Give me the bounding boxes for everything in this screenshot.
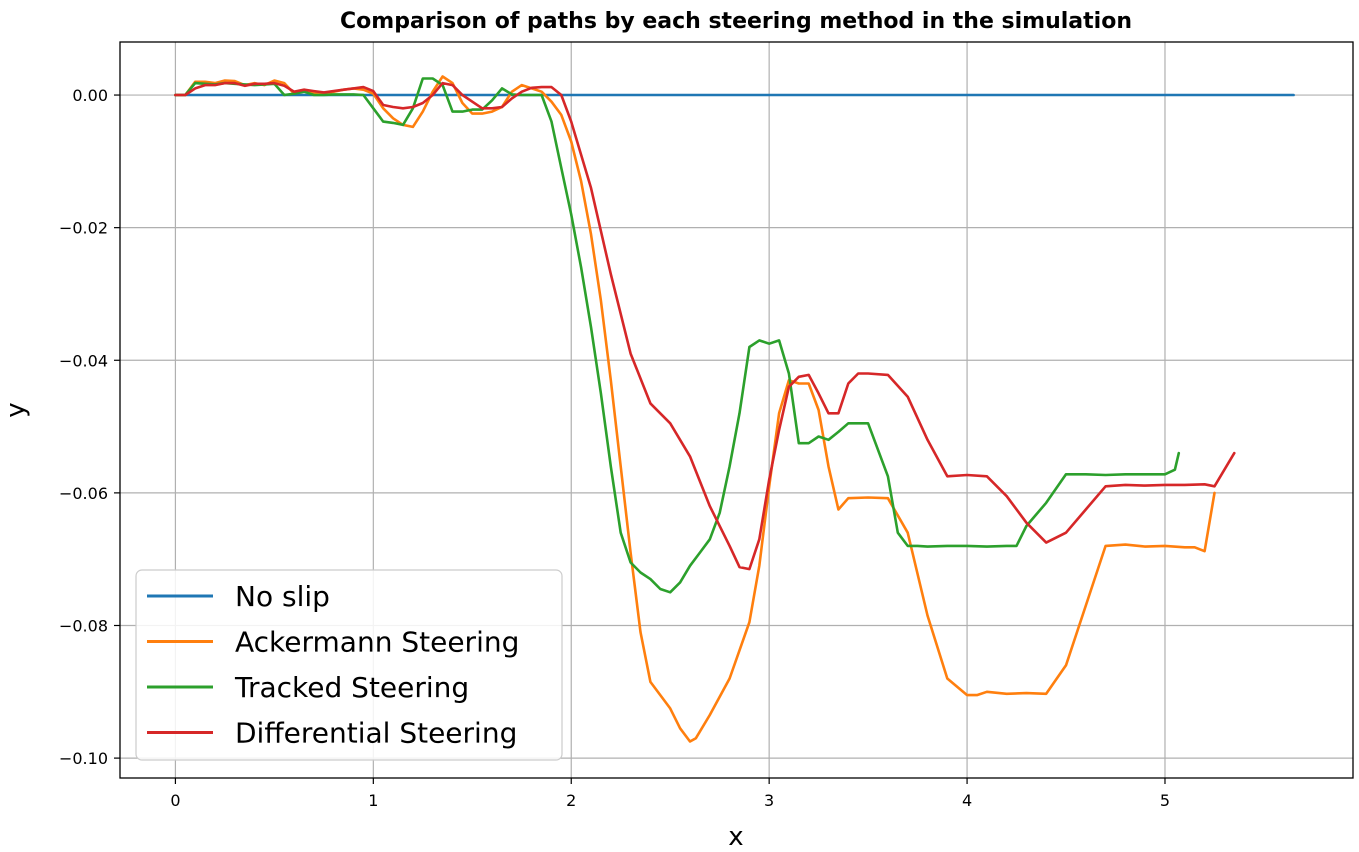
legend-label-tracked-steering: Tracked Steering [234, 671, 469, 704]
x-tick-label: 1 [368, 791, 378, 810]
series-line-tracked-steering [174, 77, 1181, 594]
y-tick-label: 0.00 [72, 86, 108, 105]
y-tick-label: −0.02 [59, 219, 108, 238]
y-axis-label: y [1, 402, 31, 417]
legend: No slip Ackermann Steering Tracked Steerin… [135, 569, 563, 761]
y-tick-label: −0.04 [59, 351, 108, 370]
x-tick-label: 4 [962, 791, 972, 810]
axis-ticks: 0 1 2 3 4 5 0.00 −0.02 −0.04 −0.06 −0.08 −0.10 [59, 86, 1170, 810]
x-tick-label: 5 [1160, 791, 1170, 810]
x-tick-label: 0 [170, 791, 180, 810]
y-tick-label: −0.06 [59, 484, 108, 503]
series-lines [174, 75, 1295, 743]
x-tick-label: 3 [764, 791, 774, 810]
chart-title: Comparison of paths by each steering met… [340, 9, 1132, 34]
legend-label-differential-steering: Differential Steering [235, 717, 517, 750]
x-axis-label: x [728, 822, 743, 852]
legend-label-no-slip: No slip [235, 580, 330, 613]
series-line-differential-steering [174, 81, 1236, 571]
y-tick-label: −0.10 [59, 749, 108, 768]
legend-label-ackermann-steering: Ackermann Steering [235, 626, 519, 659]
x-tick-label: 2 [566, 791, 576, 810]
legend-box [135, 569, 563, 761]
plot-frame [119, 41, 1354, 779]
y-tick-label: −0.08 [59, 616, 108, 635]
